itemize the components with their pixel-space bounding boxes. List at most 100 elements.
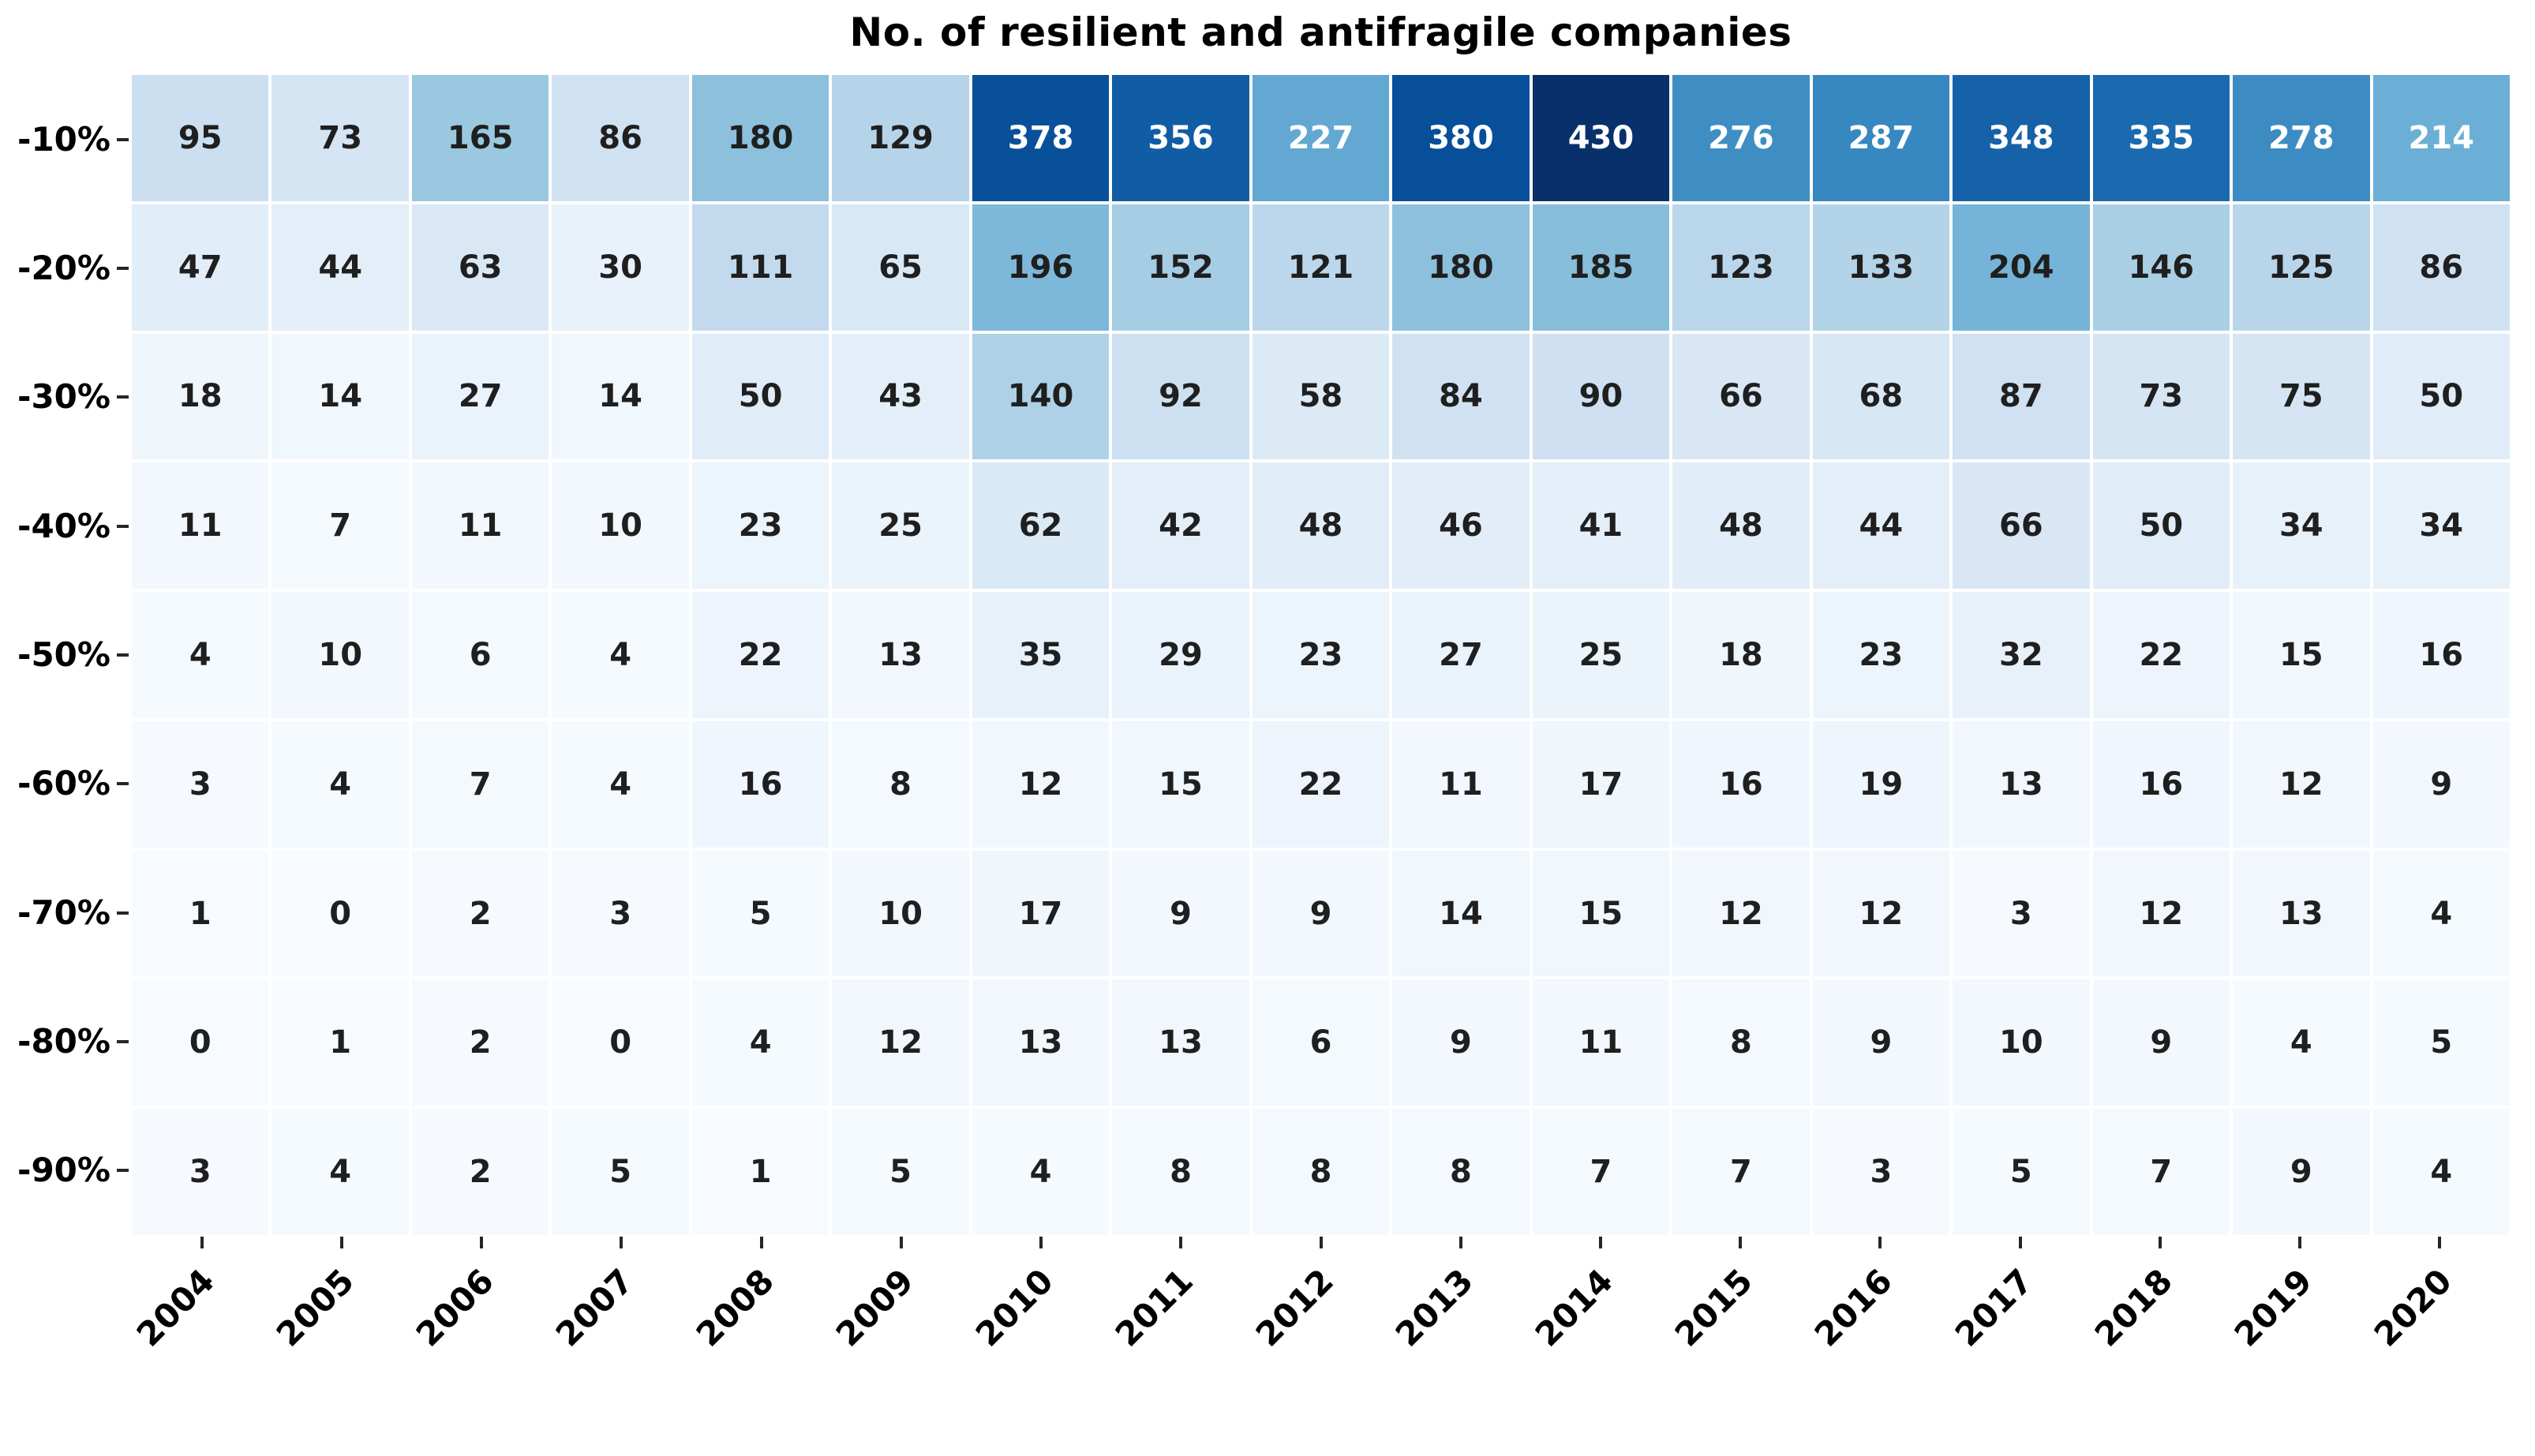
y-tick-mark <box>117 395 129 399</box>
heatmap-cell: 46 <box>1392 462 1530 590</box>
heatmap-cell: 11 <box>1392 721 1530 848</box>
heatmap-cell: 4 <box>2372 1109 2510 1235</box>
heatmap-cell: 121 <box>1252 204 1390 331</box>
heatmap-cell: 34 <box>2233 462 2370 590</box>
y-tick-mark <box>117 911 129 915</box>
heatmap-cell: 22 <box>1252 721 1390 848</box>
x-tick-mark <box>2018 1237 2022 1248</box>
heatmap-grid: 95 73 165 86 180 129 378 356 227 380 430 276 287 348 3… <box>132 75 2510 1235</box>
x-tick-mark <box>480 1237 484 1248</box>
heatmap-cell: 12 <box>2233 721 2370 848</box>
heatmap-cell: 12 <box>2092 850 2230 977</box>
heatmap-cell: 50 <box>2092 462 2230 590</box>
heatmap-cell: 27 <box>411 333 549 460</box>
heatmap-cell: 16 <box>1672 721 1810 848</box>
x-tick-mark <box>620 1237 623 1248</box>
heatmap-cell: 5 <box>552 1109 689 1235</box>
heatmap-cell: 30 <box>552 204 689 331</box>
heatmap-cell: 10 <box>832 850 969 977</box>
heatmap-cell: 0 <box>552 979 689 1106</box>
x-tick-mark <box>2158 1237 2162 1248</box>
heatmap-cell: 13 <box>832 592 969 718</box>
heatmap-cell: 9 <box>1252 850 1390 977</box>
heatmap-cell: 0 <box>271 850 409 977</box>
heatmap-cell: 58 <box>1252 333 1390 460</box>
heatmap-cell: 9 <box>1392 979 1530 1106</box>
heatmap-cell: 11 <box>132 462 269 590</box>
x-tick-mark <box>1598 1237 1602 1248</box>
y-tick-label: -40% <box>17 506 110 545</box>
heatmap-cell: 1 <box>271 979 409 1106</box>
heatmap-cell: 146 <box>2092 204 2230 331</box>
heatmap-cell: 11 <box>1532 979 1670 1106</box>
heatmap-cell: 4 <box>132 592 269 718</box>
heatmap-cell: 133 <box>1812 204 1950 331</box>
heatmap-cell: 48 <box>1252 462 1390 590</box>
heatmap-cell: 17 <box>972 850 1110 977</box>
heatmap-cell: 44 <box>1812 462 1950 590</box>
heatmap-cell: 278 <box>2233 75 2370 201</box>
heatmap-cell: 66 <box>1953 462 2090 590</box>
x-tick-mark <box>899 1237 903 1248</box>
x-tick-mark <box>2438 1237 2442 1248</box>
heatmap-cell: 140 <box>972 333 1110 460</box>
heatmap-cell: 92 <box>1112 333 1249 460</box>
heatmap-cell: 11 <box>411 462 549 590</box>
heatmap-cell: 12 <box>1812 850 1950 977</box>
heatmap-cell: 7 <box>1532 1109 1670 1235</box>
x-tick-mark <box>1039 1237 1043 1248</box>
heatmap-cell: 3 <box>1953 850 2090 977</box>
heatmap-cell: 1 <box>691 1109 829 1235</box>
heatmap-cell: 41 <box>1532 462 1670 590</box>
heatmap-cell: 10 <box>271 592 409 718</box>
heatmap-cell: 430 <box>1532 75 1670 201</box>
y-tick-mark <box>117 267 129 270</box>
heatmap-cell: 7 <box>411 721 549 848</box>
heatmap-cell: 16 <box>2092 721 2230 848</box>
x-tick-mark <box>1179 1237 1183 1248</box>
heatmap-cell: 7 <box>2092 1109 2230 1235</box>
heatmap-cell: 65 <box>832 204 969 331</box>
heatmap-cell: 90 <box>1532 333 1670 460</box>
x-tick-mark <box>339 1237 343 1248</box>
heatmap-cell: 14 <box>271 333 409 460</box>
heatmap-cell: 32 <box>1953 592 2090 718</box>
y-tick-label: -90% <box>17 1151 110 1190</box>
heatmap-cell: 7 <box>1672 1109 1810 1235</box>
heatmap-cell: 34 <box>2372 462 2510 590</box>
heatmap-cell: 276 <box>1672 75 1810 201</box>
heatmap-cell: 5 <box>691 850 829 977</box>
heatmap-cell: 378 <box>972 75 1110 201</box>
heatmap-cell: 86 <box>552 75 689 201</box>
heatmap-cell: 6 <box>411 592 549 718</box>
heatmap-cell: 16 <box>2372 592 2510 718</box>
chart-title: No. of resilient and antifragile compani… <box>849 9 1792 55</box>
heatmap-cell: 10 <box>1953 979 2090 1106</box>
heatmap-cell: 14 <box>552 333 689 460</box>
heatmap-cell: 356 <box>1112 75 1249 201</box>
x-tick-mark <box>1878 1237 1882 1248</box>
heatmap-cell: 8 <box>1392 1109 1530 1235</box>
heatmap-cell: 8 <box>1252 1109 1390 1235</box>
heatmap-cell: 13 <box>2233 850 2370 977</box>
heatmap-cell: 3 <box>132 721 269 848</box>
heatmap-cell: 8 <box>1672 979 1810 1106</box>
heatmap-cell: 87 <box>1953 333 2090 460</box>
y-tick-mark <box>117 524 129 528</box>
heatmap-cell: 152 <box>1112 204 1249 331</box>
heatmap-cell: 180 <box>1392 204 1530 331</box>
heatmap-cell: 214 <box>2372 75 2510 201</box>
heatmap-cell: 185 <box>1532 204 1670 331</box>
heatmap-cell: 68 <box>1812 333 1950 460</box>
heatmap-cell: 4 <box>271 721 409 848</box>
heatmap-cell: 13 <box>1112 979 1249 1106</box>
x-tick-mark <box>2298 1237 2302 1248</box>
heatmap-cell: 4 <box>691 979 829 1106</box>
heatmap-cell: 63 <box>411 204 549 331</box>
heatmap-cell: 4 <box>271 1109 409 1235</box>
heatmap-cell: 18 <box>132 333 269 460</box>
heatmap-cell: 27 <box>1392 592 1530 718</box>
heatmap-cell: 335 <box>2092 75 2230 201</box>
heatmap-cell: 5 <box>832 1109 969 1235</box>
x-tick-mark <box>1458 1237 1462 1248</box>
